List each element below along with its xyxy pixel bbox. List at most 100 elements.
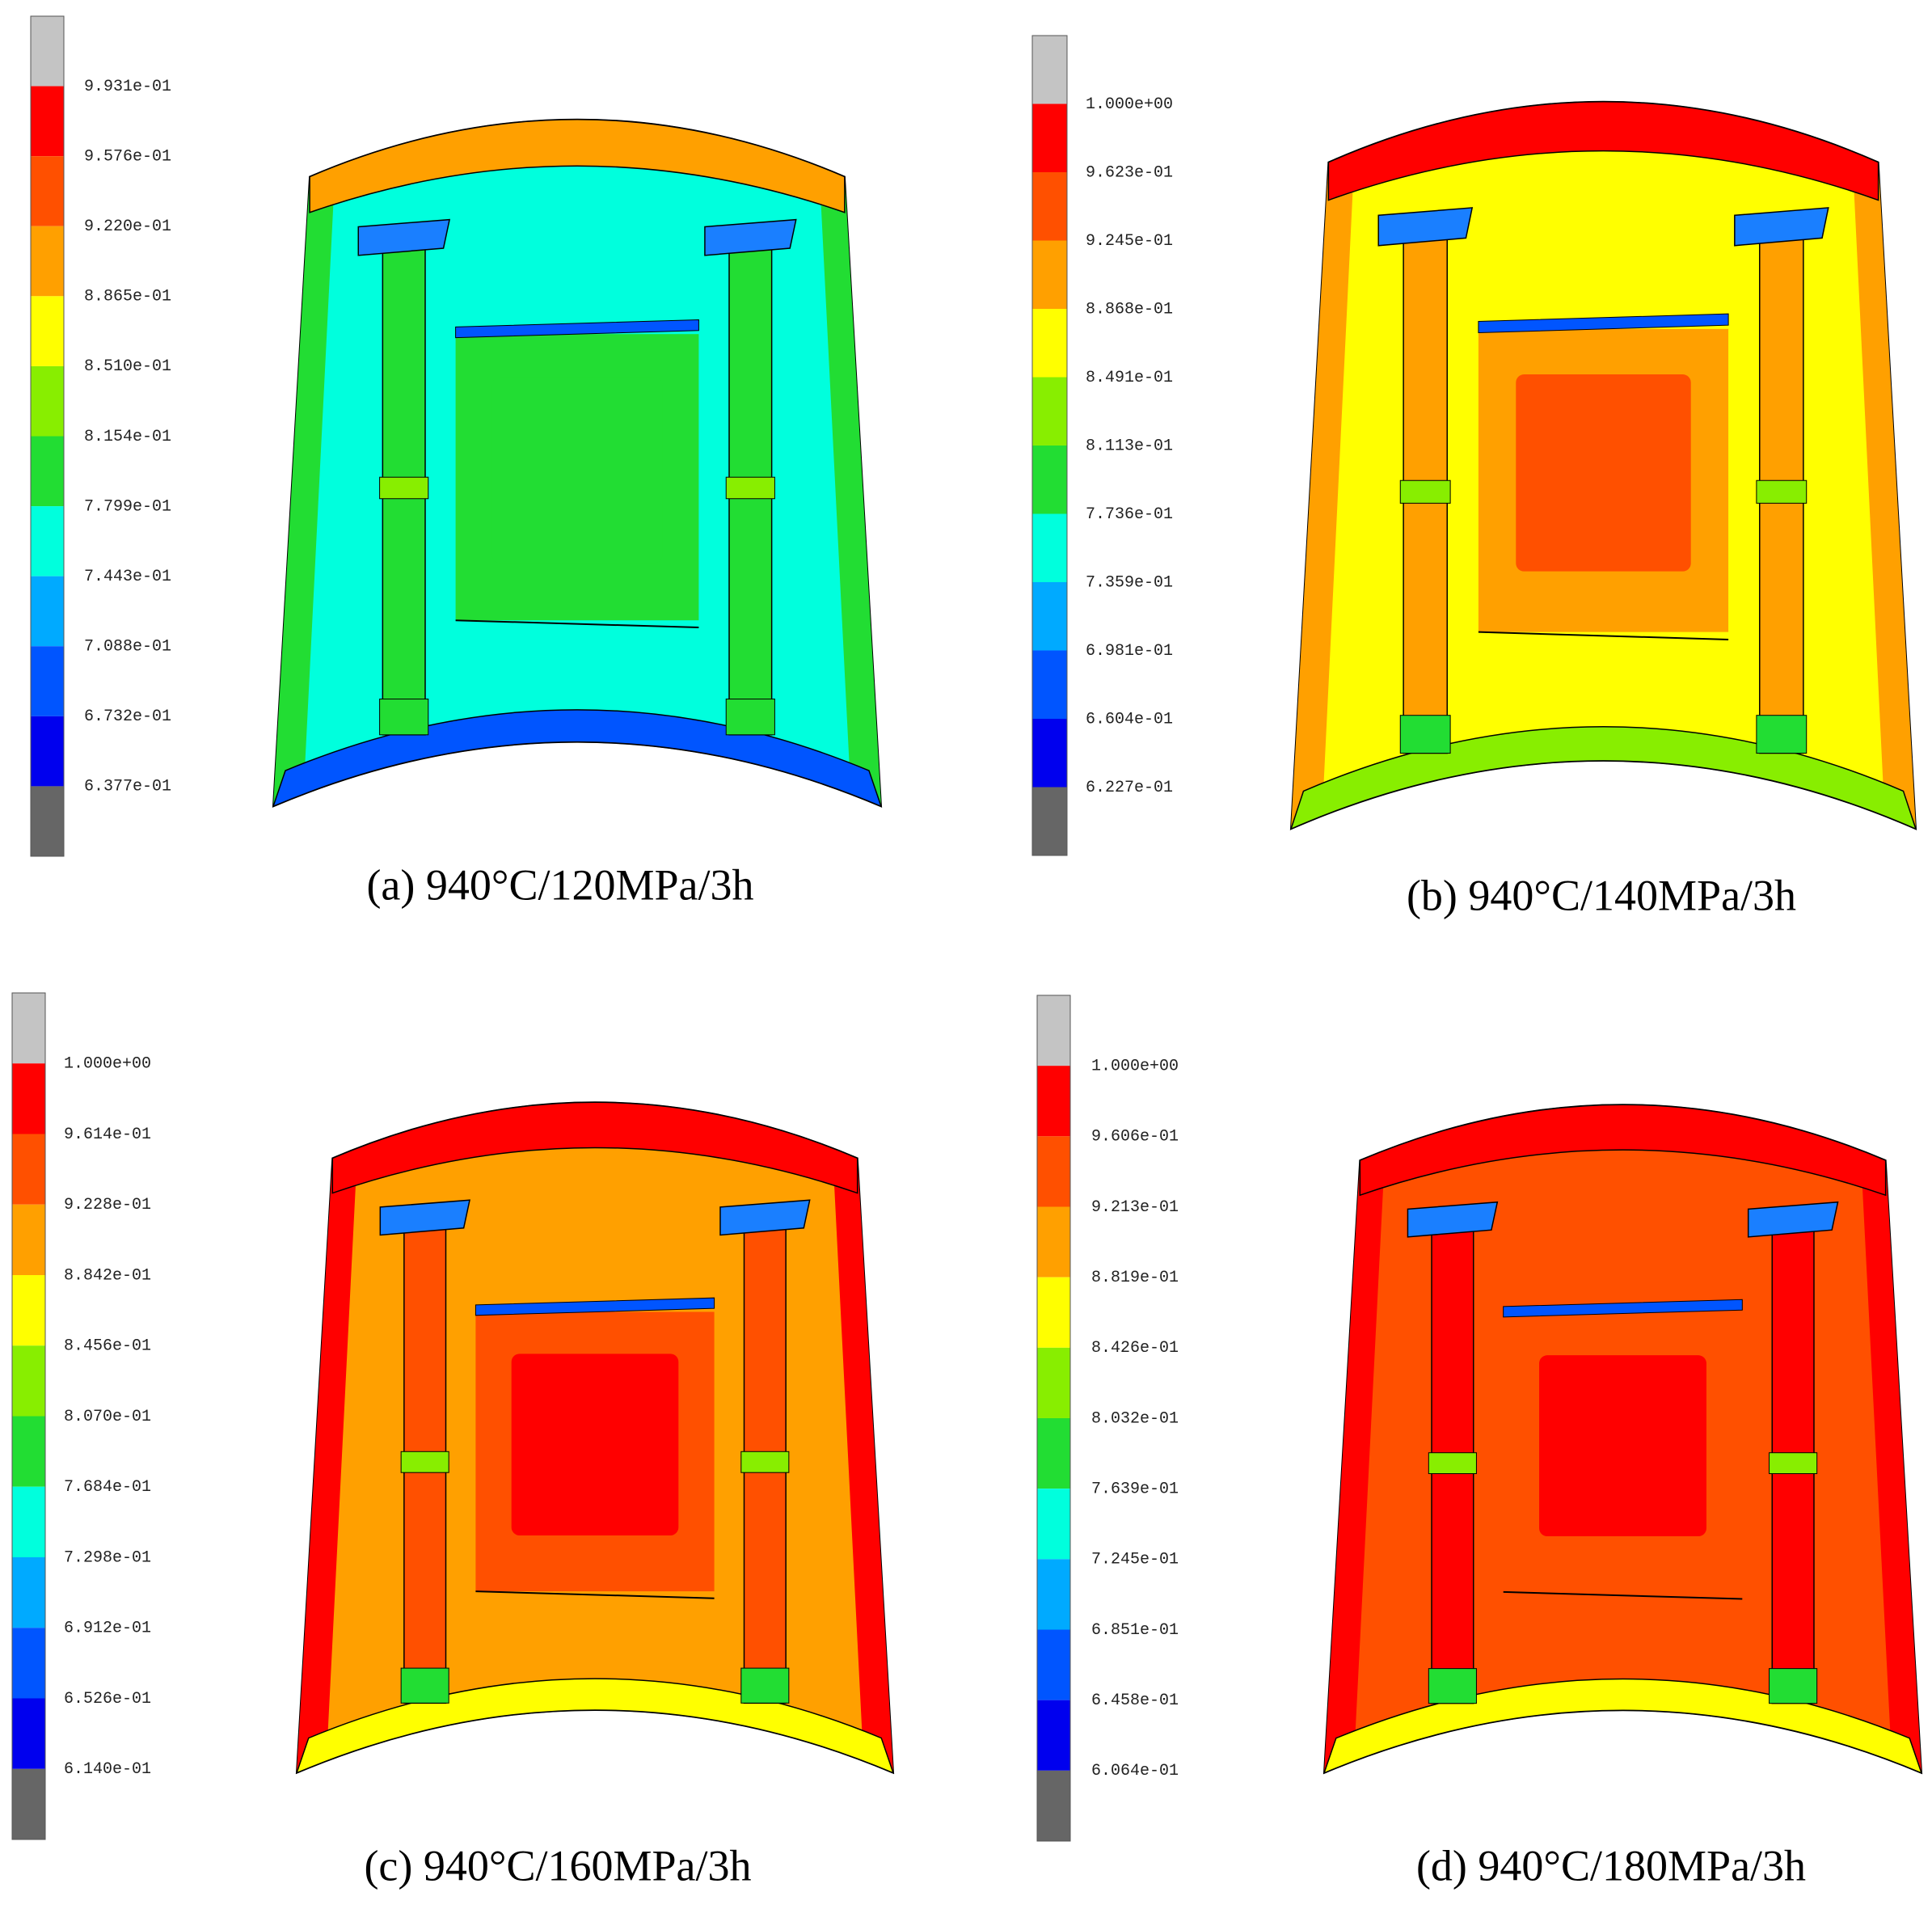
legend-label: 1.000e+00 <box>1086 95 1173 114</box>
shell-side <box>1324 1160 1384 1773</box>
legend-label: 8.456e-01 <box>64 1337 151 1356</box>
center-core <box>1516 374 1691 572</box>
legend-frame <box>1036 995 1071 1842</box>
legend-band <box>12 1557 45 1628</box>
legend-band <box>12 1768 45 1839</box>
post-cap <box>704 218 797 256</box>
legend-label: 8.842e-01 <box>64 1266 151 1285</box>
legend-frame <box>1031 35 1068 856</box>
post-block <box>1769 1452 1818 1475</box>
legend-label: 8.426e-01 <box>1091 1339 1179 1358</box>
post-block <box>725 699 775 736</box>
legend-band <box>31 16 64 87</box>
slot <box>1478 631 1729 641</box>
legend-label: 8.154e-01 <box>84 428 171 446</box>
legend-band <box>31 226 64 297</box>
legend-band <box>1037 1347 1070 1418</box>
legend-label: 6.140e-01 <box>64 1760 151 1779</box>
legend-band <box>1037 1066 1070 1137</box>
center-core <box>511 1354 679 1535</box>
legend-label: 9.213e-01 <box>1091 1198 1179 1217</box>
post-cap <box>719 1199 811 1236</box>
legend-label: 1.000e+00 <box>64 1055 151 1074</box>
legend-band <box>1037 1770 1070 1841</box>
center-core <box>491 377 663 564</box>
legend-label: 6.604e-01 <box>1086 710 1173 729</box>
legend-band <box>1037 1136 1070 1207</box>
post-block <box>379 699 429 736</box>
legend-band <box>12 1204 45 1275</box>
legend-label: 7.245e-01 <box>1091 1551 1179 1569</box>
top-rim <box>309 119 846 213</box>
legend-band <box>1032 446 1067 514</box>
legend-label: 6.227e-01 <box>1086 779 1173 797</box>
legend-band <box>31 436 64 507</box>
legend-label: 6.064e-01 <box>1091 1762 1179 1780</box>
post-cap <box>1407 1201 1499 1238</box>
legend-label: 1.000e+00 <box>1091 1057 1179 1075</box>
legend-band <box>12 1628 45 1699</box>
post-block <box>740 1451 790 1473</box>
post-block <box>1399 479 1451 504</box>
slot <box>1503 1299 1743 1318</box>
legend-band <box>1037 1559 1070 1630</box>
slot <box>475 1297 715 1316</box>
legend-band <box>1032 513 1067 582</box>
legend-band <box>1032 36 1067 104</box>
legend-label: 8.032e-01 <box>1091 1409 1179 1428</box>
post-block <box>400 1667 449 1704</box>
legend-band <box>1032 719 1067 788</box>
legend-band <box>12 1275 45 1346</box>
post-block <box>1428 1452 1477 1475</box>
legend-label: 8.510e-01 <box>84 357 171 376</box>
legend-label: 7.443e-01 <box>84 568 171 586</box>
legend-label: 7.639e-01 <box>1091 1480 1179 1498</box>
legend-label: 9.220e-01 <box>84 218 171 236</box>
legend-band <box>12 1134 45 1205</box>
legend-band <box>12 1345 45 1417</box>
legend-band <box>1037 1629 1070 1700</box>
legend-band <box>31 646 64 716</box>
top-rim <box>331 1101 858 1194</box>
legend-label: 8.070e-01 <box>64 1408 151 1426</box>
slot <box>1478 313 1729 334</box>
legend-band <box>31 576 64 647</box>
legend-band <box>1032 103 1067 172</box>
legend-frame <box>30 15 65 857</box>
legend-band <box>1032 787 1067 855</box>
legend-label: 8.868e-01 <box>1086 300 1173 319</box>
panel: 1.000e+00 9.623e-01 9.245e-01 8.868e-01 8.49… <box>1031 35 1917 919</box>
shell-side <box>1291 162 1354 830</box>
legend-band <box>1032 377 1067 446</box>
legend-band <box>1032 582 1067 651</box>
legend-band <box>1032 240 1067 309</box>
post-cap <box>379 1199 470 1236</box>
legend-band <box>1037 1206 1070 1278</box>
legend-band <box>1032 309 1067 378</box>
post-block <box>725 476 775 500</box>
slot <box>455 619 699 629</box>
caption: (b) 940°C/140MPa/3h <box>1407 871 1796 919</box>
panel: 1.000e+00 9.614e-01 9.228e-01 8.842e-01 8.45… <box>11 992 895 1890</box>
legend-band <box>12 1486 45 1557</box>
legend-band <box>31 156 64 226</box>
legend-band <box>12 1416 45 1487</box>
legend-label: 9.614e-01 <box>64 1126 151 1144</box>
post-cap <box>1734 207 1829 247</box>
post-block <box>1769 1668 1818 1704</box>
shell-side <box>833 1158 893 1773</box>
legend-label: 9.931e-01 <box>84 78 171 96</box>
legend-label: 6.458e-01 <box>1091 1691 1179 1710</box>
legend-band <box>31 716 64 787</box>
shell-side <box>297 1158 356 1773</box>
legend-label: 8.819e-01 <box>1091 1269 1179 1287</box>
legend-label: 9.576e-01 <box>84 147 171 166</box>
legend-label: 8.491e-01 <box>1086 369 1173 387</box>
post-block <box>1756 479 1808 504</box>
legend-label: 6.851e-01 <box>1091 1621 1179 1640</box>
legend-band <box>31 296 64 366</box>
post-block <box>1428 1668 1477 1704</box>
post-block <box>1756 715 1808 754</box>
legend-band <box>1037 1418 1070 1489</box>
post-block <box>400 1451 449 1473</box>
